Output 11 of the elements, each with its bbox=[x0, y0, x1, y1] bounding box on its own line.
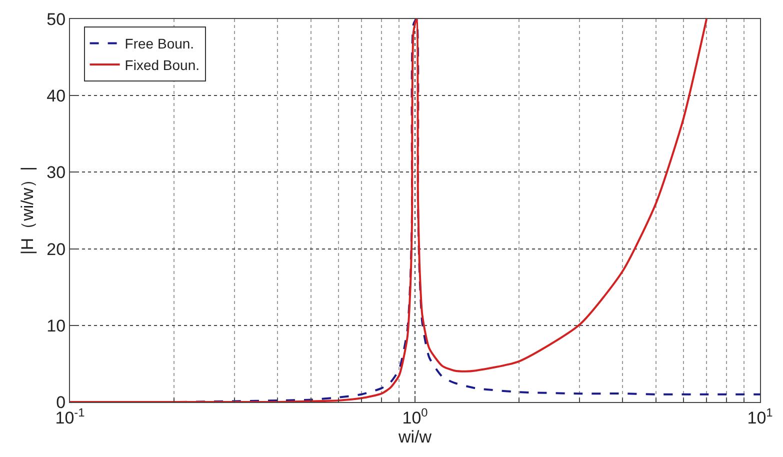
y-tick-label: 40 bbox=[46, 86, 66, 106]
legend-label: Fixed Boun. bbox=[124, 56, 200, 73]
legend-label: Free Boun. bbox=[124, 36, 194, 52]
y-tick-label: 50 bbox=[46, 10, 66, 29]
x-tick-label: 10$^{0}$ bbox=[402, 405, 428, 428]
x-axis-title: wi/w bbox=[397, 427, 432, 446]
y-axis-title: |H（wi/w）| bbox=[18, 166, 38, 255]
y-tick-label: 10 bbox=[46, 316, 66, 336]
y-tick-label: 20 bbox=[46, 240, 66, 259]
y-tick-label: 30 bbox=[46, 163, 66, 182]
x-tick-label: 10$^{1}$ bbox=[747, 405, 774, 428]
